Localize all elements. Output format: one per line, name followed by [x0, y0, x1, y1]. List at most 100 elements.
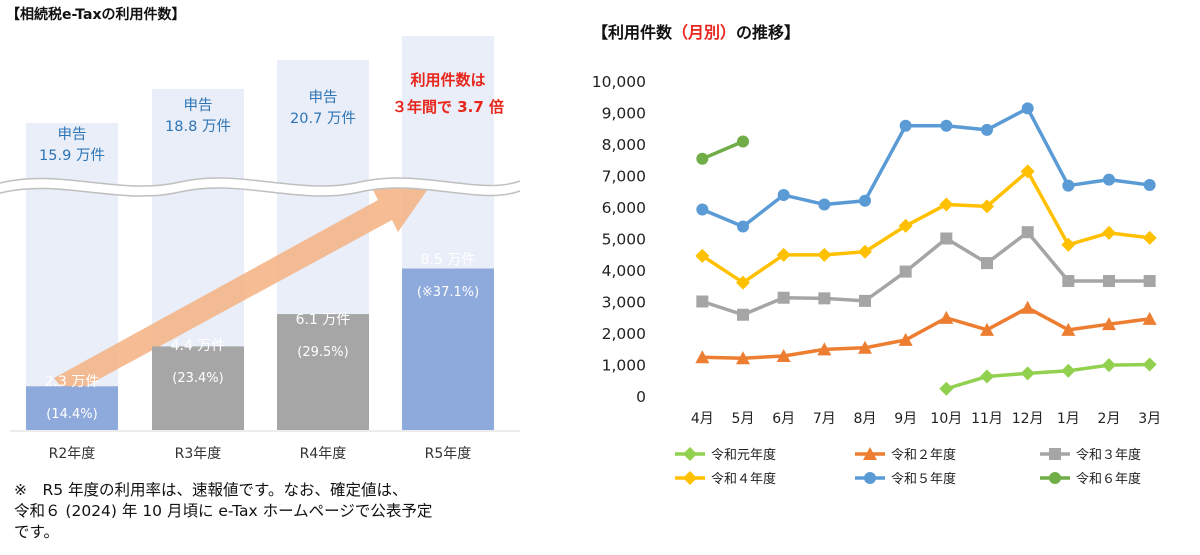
value-label: 4.4 万件: [171, 338, 226, 354]
annotation-line-2: ３年間で 3.7 倍: [392, 98, 504, 116]
data-point: [1142, 230, 1157, 245]
data-point: [1062, 275, 1075, 288]
legend-item: 令和６年度: [1040, 471, 1141, 487]
data-point: [858, 340, 872, 354]
data-point: [695, 248, 710, 263]
legend-item: 令和元年度: [675, 447, 776, 463]
data-point: [898, 332, 913, 346]
data-point: [1049, 448, 1061, 460]
x-tick-label: 9月: [894, 411, 917, 427]
data-point: [737, 308, 749, 321]
data-point: [817, 247, 832, 262]
data-point: [1102, 317, 1116, 331]
data-point: [1103, 173, 1115, 186]
data-point: [683, 447, 697, 461]
y-tick-label: 5,000: [602, 231, 646, 249]
value-label: 8.5 万件: [421, 252, 476, 268]
data-point: [859, 194, 871, 207]
data-point: [777, 291, 790, 304]
title-part: 【利用件数: [592, 23, 673, 42]
rate-label: (29.5%): [297, 345, 348, 360]
footnote-line-2: 令和６ (2024) 年 10 月頃に e-Tax ホームページで公表予定: [14, 502, 433, 520]
data-point: [864, 472, 876, 484]
data-point: [939, 381, 954, 396]
bar-chart-title: 【相続税e-Taxの利用件数】: [6, 6, 185, 23]
data-point: [981, 123, 993, 136]
legend-label: 令和４年度: [711, 471, 776, 487]
series-line: [945, 362, 1150, 391]
filing-label: 申告: [58, 126, 87, 143]
y-tick-label: 8,000: [602, 136, 646, 154]
rate-label: (23.4%): [172, 371, 223, 386]
data-point: [696, 295, 709, 308]
data-point: [776, 348, 791, 362]
x-tick-label: 1月: [1057, 411, 1080, 427]
value-bar: [26, 386, 118, 430]
data-point: [818, 198, 831, 211]
data-point: [737, 220, 749, 233]
category-label: R5年度: [425, 446, 472, 462]
y-tick-label: 1,000: [602, 357, 646, 375]
data-point: [858, 244, 872, 259]
y-tick-label: 0: [636, 388, 646, 406]
category-label: R4年度: [300, 446, 347, 462]
legend-label: 令和２年度: [891, 447, 956, 463]
x-tick-label: 4月: [691, 411, 714, 427]
y-tick-label: 6,000: [602, 199, 646, 217]
filing-value-label: 15.9 万件: [39, 147, 105, 164]
y-tick-label: 4,000: [602, 262, 646, 280]
x-tick-label: 7月: [813, 411, 836, 427]
series: [695, 164, 1157, 290]
line-chart: 【利用件数（月別）の推移】 0 1,000 2,000 3,000 4,000 5,000 6…: [592, 23, 1161, 487]
data-point: [777, 189, 790, 202]
value-bar: [402, 268, 494, 430]
series-line: [701, 139, 744, 161]
data-point: [695, 350, 710, 364]
data-point: [863, 447, 877, 460]
legend-label: 令和５年度: [891, 471, 956, 487]
legend-item: 令和５年度: [855, 471, 956, 487]
data-point: [1061, 363, 1076, 378]
annotation-line-1: 利用件数は: [410, 71, 485, 89]
x-tick-label: 2月: [1098, 411, 1121, 427]
axis-break-line: [0, 187, 521, 197]
y-tick-label: 2,000: [602, 325, 646, 343]
series-line: [702, 306, 1150, 360]
data-point: [1142, 311, 1157, 325]
title-part: の推移】: [736, 23, 800, 42]
legend-item: 令和４年度: [675, 471, 776, 487]
series: [696, 102, 1156, 233]
y-tick-label: 9,000: [602, 105, 646, 123]
data-point: [1021, 102, 1034, 115]
data-point: [899, 119, 912, 132]
data-point: [736, 275, 750, 290]
x-tick-label: 11月: [971, 411, 1003, 427]
y-tick-label: 7,000: [602, 168, 646, 186]
right-panel: 【利用件数（月別）の推移】 0 1,000 2,000 3,000 4,000 5,000 6…: [580, 0, 1200, 551]
filing-value-label: 20.7 万件: [290, 110, 356, 127]
data-point: [940, 119, 953, 132]
data-point: [817, 342, 832, 356]
growth-arrow: [54, 186, 430, 396]
series-line: [701, 230, 1150, 317]
series: [939, 357, 1157, 396]
data-point: [859, 294, 871, 307]
axis-break-line: [0, 177, 521, 187]
filing-label: 申告: [309, 89, 338, 106]
legend-label: 令和６年度: [1076, 471, 1141, 487]
data-point: [1020, 164, 1035, 179]
data-point: [1143, 275, 1156, 288]
data-point: [1020, 366, 1035, 381]
data-point: [1020, 300, 1035, 314]
axis-break: [0, 177, 520, 197]
data-point: [980, 369, 994, 384]
data-point: [1062, 179, 1075, 192]
value-bar: [152, 346, 244, 430]
data-point: [1143, 178, 1156, 191]
line-chart-title: 【利用件数（月別）の推移】: [592, 23, 800, 42]
value-label: 2.3 万件: [45, 374, 100, 390]
data-point: [898, 218, 913, 233]
data-point: [1061, 237, 1076, 252]
series: [696, 226, 1156, 321]
